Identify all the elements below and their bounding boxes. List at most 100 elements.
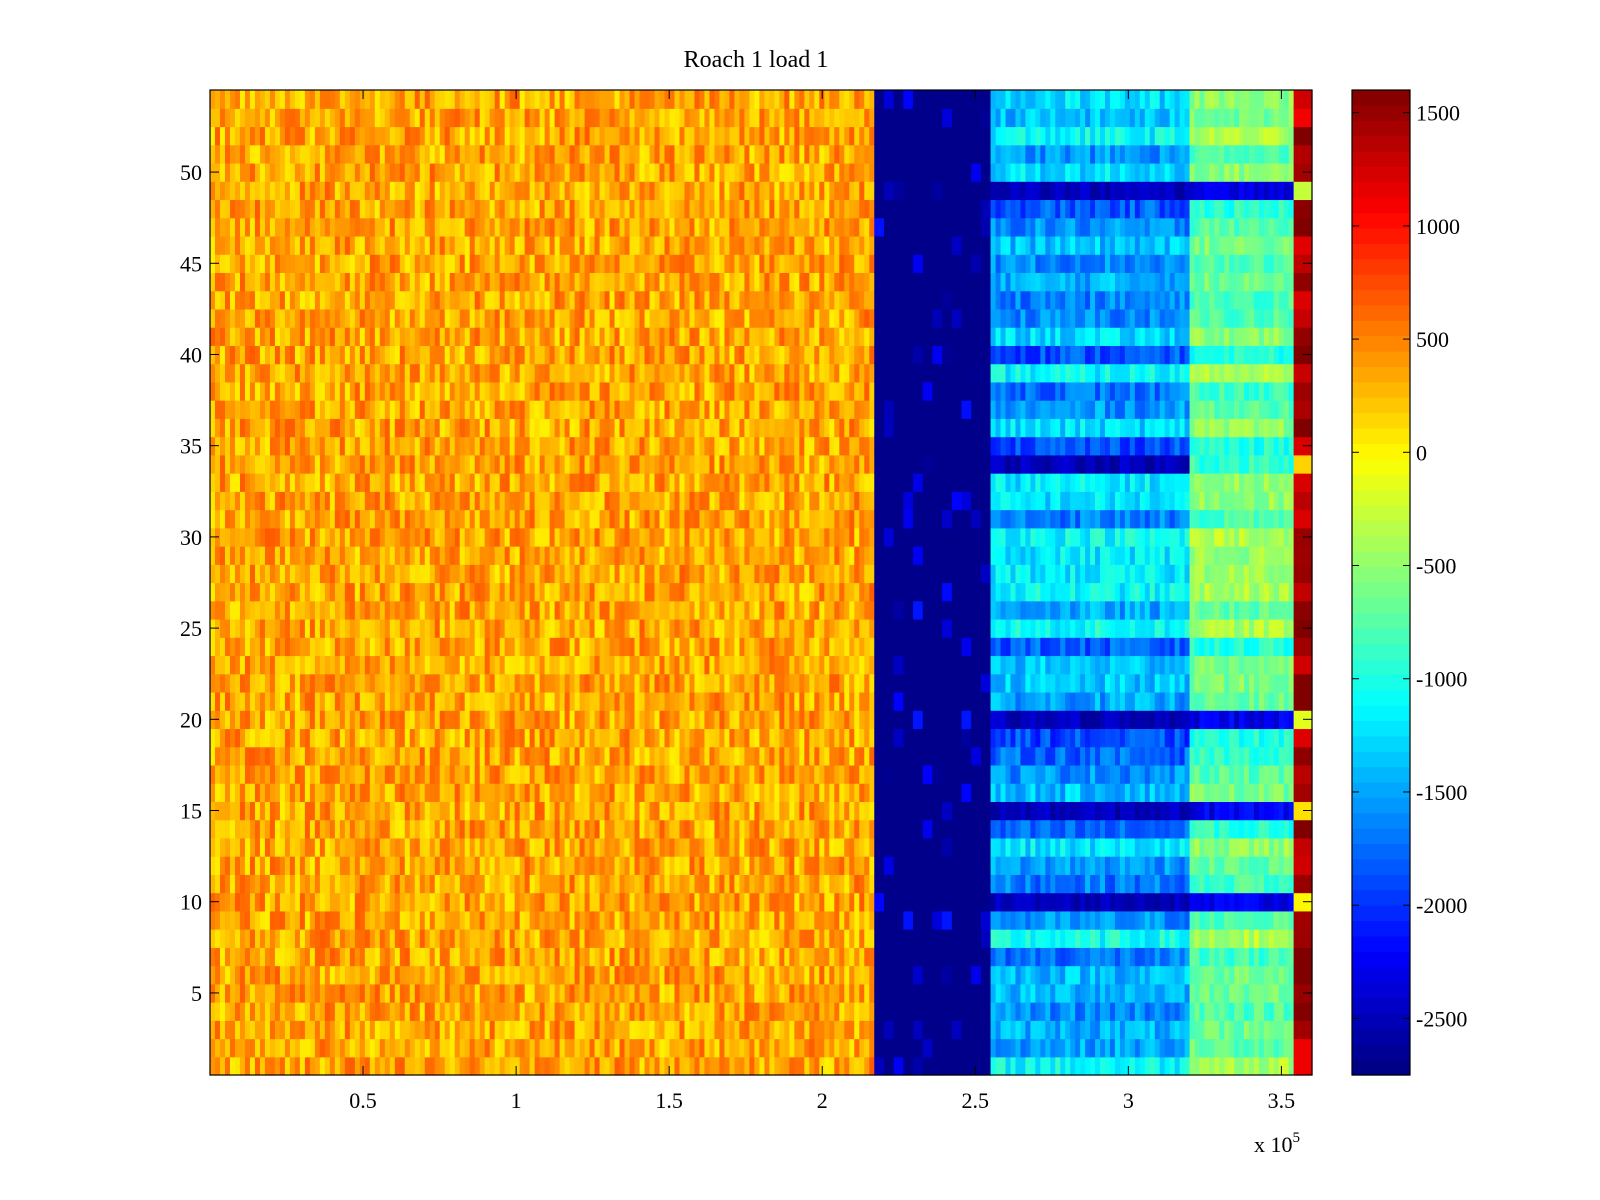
heatmap-cell: [859, 564, 865, 584]
heatmap-cell: [629, 673, 636, 693]
heatmap-cell: [794, 728, 800, 748]
heatmap-cell: [424, 801, 431, 821]
heatmap-cell: [589, 892, 596, 912]
heatmap-cell: [424, 637, 431, 657]
heatmap-cell: [524, 819, 531, 839]
heatmap-cell: [449, 1002, 456, 1021]
heatmap-cell: [604, 856, 611, 875]
heatmap-cell: [549, 837, 556, 857]
heatmap-cell: [659, 801, 666, 821]
heatmap-cell: [484, 546, 491, 565]
heatmap-cell: [629, 400, 636, 419]
heatmap-cell: [614, 874, 621, 894]
heatmap-cell: [734, 491, 741, 511]
heatmap-cell: [834, 947, 840, 967]
heatmap-cell: [404, 637, 411, 657]
heatmap-cell: [819, 965, 825, 985]
heatmap-cell: [839, 783, 845, 802]
heatmap-cell: [754, 892, 760, 912]
heatmap-cell: [339, 837, 346, 857]
heatmap-cell: [334, 527, 341, 547]
heatmap-cell: [229, 673, 236, 693]
heatmap-cell: [794, 710, 800, 730]
heatmap-cell: [210, 947, 216, 967]
heatmap-cell: [569, 801, 576, 821]
heatmap-cell: [684, 691, 691, 711]
heatmap-cell: [664, 856, 671, 875]
heatmap-cell: [729, 728, 736, 748]
heatmap-cell: [609, 546, 616, 565]
heatmap-cell: [854, 400, 860, 419]
heatmap-cell: [844, 527, 850, 547]
heatmap-cell: [514, 783, 521, 802]
heatmap-cell: [299, 1020, 306, 1040]
heatmap-cell: [449, 819, 456, 839]
heatmap-cell: [649, 983, 656, 1003]
heatmap-cell: [349, 728, 356, 748]
heatmap-cell: [214, 965, 221, 985]
heatmap-cell: [284, 819, 291, 839]
heatmap-cell: [499, 418, 506, 438]
heatmap-cell: [544, 691, 551, 711]
heatmap-cell: [779, 527, 785, 547]
heatmap-cell: [269, 473, 276, 492]
heatmap-cell: [694, 965, 701, 985]
heatmap-cell: [744, 874, 750, 894]
heatmap-cell: [704, 1038, 711, 1058]
heatmap-cell: [564, 728, 571, 748]
heatmap-cell: [254, 819, 261, 839]
heatmap-cell: [579, 801, 586, 821]
heatmap-cell: [724, 746, 731, 766]
heatmap-cell: [724, 783, 731, 802]
heatmap-cell: [829, 728, 835, 748]
heatmap-cell: [769, 673, 775, 693]
heatmap-cell: [619, 418, 626, 438]
heatmap-cell: [594, 473, 601, 492]
heatmap-cell: [464, 381, 471, 401]
heatmap-cell: [339, 710, 346, 730]
heatmap-cell: [414, 509, 421, 529]
heatmap-cell: [734, 546, 741, 565]
heatmap-cell: [589, 509, 596, 529]
heatmap-cell: [589, 564, 596, 584]
heatmap-cell: [819, 527, 825, 547]
heatmap-cell: [599, 436, 606, 456]
heatmap-cell: [304, 910, 311, 930]
heatmap-cell: [384, 1038, 391, 1058]
heatmap-cell: [764, 473, 770, 492]
heatmap-cell: [479, 564, 486, 584]
heatmap-cell: [654, 582, 661, 602]
heatmap-cell: [454, 400, 461, 419]
heatmap-cell: [504, 473, 511, 492]
heatmap-cell: [869, 764, 875, 784]
heatmap-cell: [219, 618, 226, 638]
heatmap-cell: [384, 728, 391, 748]
heatmap-cell: [224, 655, 231, 675]
heatmap-cell: [704, 454, 711, 474]
heatmap-cell: [729, 582, 736, 602]
heatmap-cell: [734, 618, 741, 638]
heatmap-cell: [839, 874, 845, 894]
heatmap-cell: [784, 837, 790, 857]
heatmap-cell: [669, 1038, 676, 1058]
heatmap-cell: [804, 710, 810, 730]
heatmap-cell: [554, 600, 561, 620]
heatmap-cell: [789, 764, 795, 784]
heatmap-cell: [329, 801, 336, 821]
heatmap-cell: [579, 673, 586, 693]
heatmap-cell: [589, 637, 596, 657]
heatmap-cell: [869, 783, 875, 802]
heatmap-cell: [489, 965, 496, 985]
heatmap-cell: [424, 892, 431, 912]
heatmap-cell: [304, 1020, 311, 1040]
heatmap-cell: [429, 819, 436, 839]
heatmap-cell: [714, 728, 721, 748]
heatmap-cell: [354, 454, 361, 474]
heatmap-cell: [754, 691, 760, 711]
heatmap-cell: [274, 454, 281, 474]
heatmap-cell: [409, 564, 416, 584]
heatmap-cell: [234, 673, 241, 693]
heatmap-cell: [829, 910, 835, 930]
heatmap-cell: [284, 856, 291, 875]
heatmap-cell: [839, 856, 845, 875]
